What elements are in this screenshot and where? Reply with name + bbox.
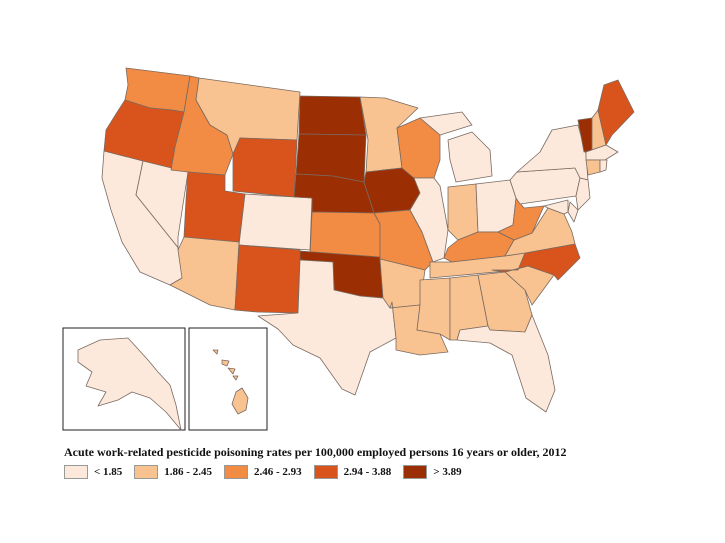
state-colorado [238,193,313,251]
legend-swatch [313,465,338,479]
state-connecticut [585,159,601,176]
legend-item: > 3.89 [403,465,462,479]
state-rhode-island [599,159,608,173]
legend-item: 2.94 - 3.88 [313,465,392,479]
state-illinois [409,177,449,263]
legend-label: 2.46 - 2.93 [253,466,302,478]
state-north-carolina [491,243,581,281]
state-wyoming [232,137,298,198]
state-pennsylvania [509,167,581,205]
state-new-mexico [234,244,301,314]
state-hawaii [212,349,249,415]
state-massachusetts [585,144,619,161]
legend-item: 2.46 - 2.93 [223,465,302,479]
state-mississippi [416,277,451,341]
state-north-dakota [298,95,367,136]
legend-item: < 1.85 [64,465,122,479]
legend-swatch [64,465,88,479]
state-kansas [309,211,381,258]
legend-label: 2.94 - 3.88 [343,466,392,478]
alaska-inset [62,327,186,431]
legend-swatch [403,465,428,479]
state-new-jersey [575,177,591,211]
state-texas [257,259,397,396]
legend-swatch [223,465,248,479]
state-delaware [567,201,579,223]
state-indiana [447,183,479,241]
legend-label: > 3.89 [433,466,462,478]
map-title: Acute work-related pesticide poisoning r… [64,445,567,459]
state-ohio [475,179,517,233]
state-alaska [77,337,182,431]
state-maine [597,79,635,146]
legend-swatch [134,465,159,479]
state-maryland [543,199,569,215]
legend: < 1.85 1.86 - 2.45 2.46 - 2.93 2.94 - 3.… [64,465,474,479]
state-florida [456,314,556,413]
state-west-virginia [497,197,545,241]
hawaii-inset [188,327,268,431]
state-michigan [419,111,493,183]
legend-label: 1.86 - 2.45 [164,466,212,478]
states-layer [101,67,635,413]
legend-label: < 1.85 [94,466,123,478]
legend-item: 1.86 - 2.45 [134,465,212,479]
